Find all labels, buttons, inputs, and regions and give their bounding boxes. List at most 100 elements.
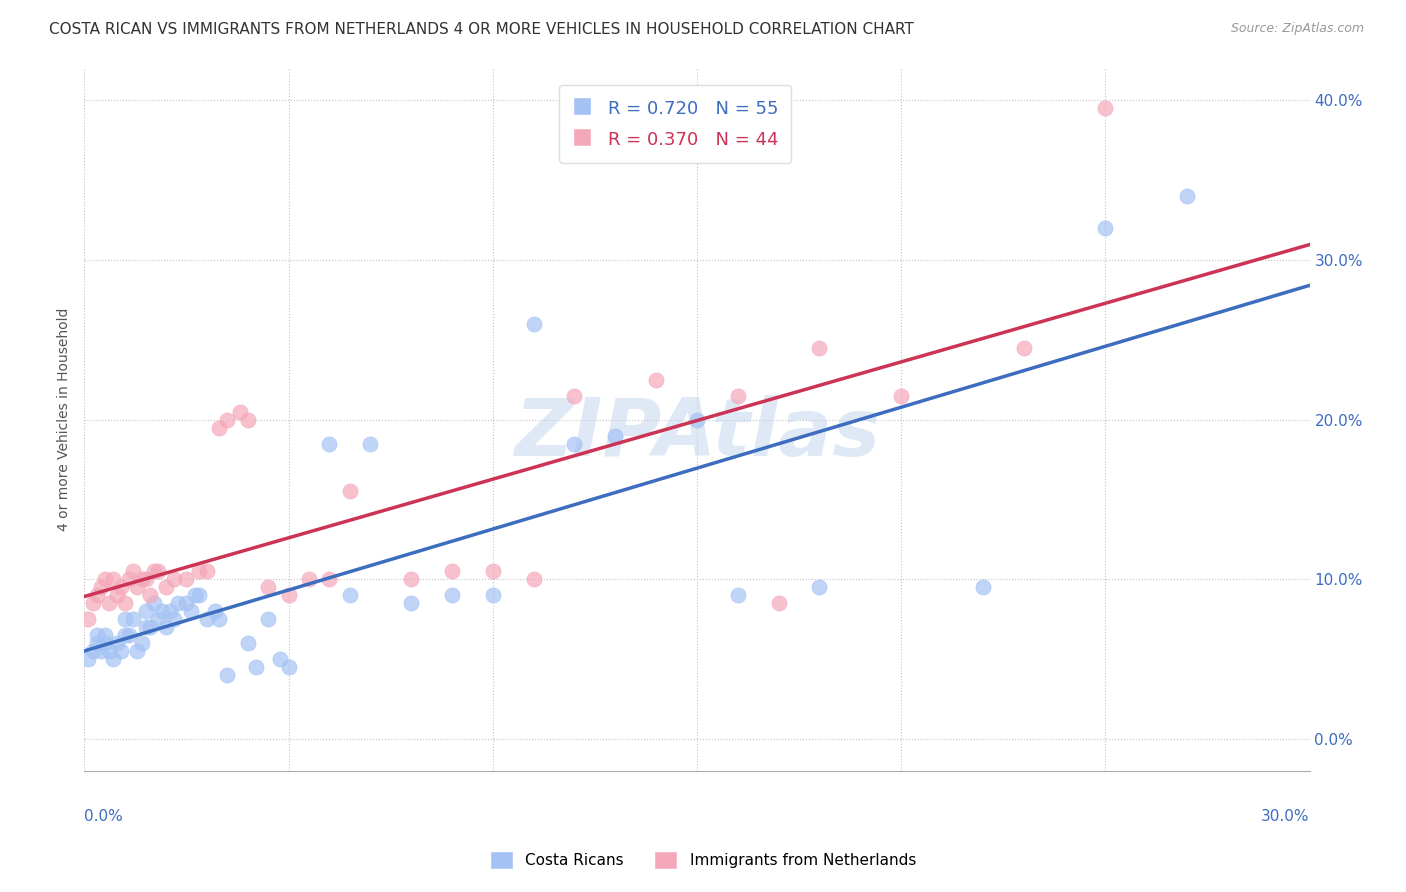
Point — [727, 389, 749, 403]
Point — [176, 572, 198, 586]
Y-axis label: 4 or more Vehicles in Household: 4 or more Vehicles in Household — [58, 308, 72, 532]
Point — [86, 636, 108, 650]
Point — [269, 652, 291, 666]
Point — [187, 564, 209, 578]
Point — [122, 564, 145, 578]
Point — [114, 596, 136, 610]
Text: COSTA RICAN VS IMMIGRANTS FROM NETHERLANDS 4 OR MORE VEHICLES IN HOUSEHOLD CORRE: COSTA RICAN VS IMMIGRANTS FROM NETHERLAN… — [49, 22, 914, 37]
Point — [564, 436, 586, 450]
Point — [155, 620, 177, 634]
Point — [808, 580, 831, 594]
Point — [318, 436, 340, 450]
Point — [890, 389, 912, 403]
Point — [82, 644, 104, 658]
Point — [808, 341, 831, 355]
Point — [195, 612, 218, 626]
Point — [135, 604, 157, 618]
Point — [101, 572, 124, 586]
Point — [90, 644, 112, 658]
Point — [135, 572, 157, 586]
Point — [97, 644, 120, 658]
Point — [77, 612, 100, 626]
Point — [118, 572, 141, 586]
Point — [122, 612, 145, 626]
Point — [236, 636, 259, 650]
Point — [135, 620, 157, 634]
Point — [298, 572, 321, 586]
Point — [359, 436, 381, 450]
Text: ZIPAtlas: ZIPAtlas — [513, 394, 880, 473]
Point — [176, 596, 198, 610]
Point — [208, 420, 231, 434]
Point — [163, 612, 186, 626]
Text: 0.0%: 0.0% — [84, 809, 124, 824]
Point — [257, 612, 280, 626]
Point — [118, 628, 141, 642]
Legend: R = 0.720   N = 55, R = 0.370   N = 44: R = 0.720 N = 55, R = 0.370 N = 44 — [560, 85, 790, 163]
Point — [481, 588, 503, 602]
Point — [131, 636, 153, 650]
Point — [138, 588, 160, 602]
Point — [86, 588, 108, 602]
Point — [277, 660, 299, 674]
Point — [1175, 189, 1198, 203]
Point — [94, 636, 117, 650]
Point — [114, 612, 136, 626]
Point — [217, 668, 239, 682]
Point — [236, 412, 259, 426]
Point — [339, 588, 361, 602]
Point — [86, 628, 108, 642]
Text: Source: ZipAtlas.com: Source: ZipAtlas.com — [1230, 22, 1364, 36]
Point — [187, 588, 209, 602]
Point — [523, 317, 546, 331]
Legend: Costa Ricans, Immigrants from Netherlands: Costa Ricans, Immigrants from Netherland… — [484, 845, 922, 875]
Point — [94, 628, 117, 642]
Point — [768, 596, 790, 610]
Point — [138, 620, 160, 634]
Point — [399, 596, 422, 610]
Point — [180, 604, 202, 618]
Point — [645, 373, 668, 387]
Point — [481, 564, 503, 578]
Point — [1012, 341, 1035, 355]
Point — [167, 596, 190, 610]
Point — [159, 604, 181, 618]
Point — [127, 580, 149, 594]
Point — [399, 572, 422, 586]
Point — [217, 412, 239, 426]
Point — [605, 428, 627, 442]
Point — [110, 644, 132, 658]
Point — [127, 644, 149, 658]
Point — [114, 628, 136, 642]
Point — [90, 580, 112, 594]
Point — [142, 596, 165, 610]
Point — [77, 652, 100, 666]
Point — [101, 652, 124, 666]
Point — [204, 604, 226, 618]
Point — [440, 588, 463, 602]
Point — [131, 572, 153, 586]
Point — [1094, 221, 1116, 235]
Point — [195, 564, 218, 578]
Point — [972, 580, 994, 594]
Point — [150, 604, 173, 618]
Point — [94, 572, 117, 586]
Point — [523, 572, 546, 586]
Point — [318, 572, 340, 586]
Point — [105, 588, 128, 602]
Point — [564, 389, 586, 403]
Point — [146, 612, 169, 626]
Point — [97, 596, 120, 610]
Text: 30.0%: 30.0% — [1261, 809, 1309, 824]
Point — [82, 596, 104, 610]
Point — [142, 564, 165, 578]
Point — [105, 636, 128, 650]
Point — [1094, 102, 1116, 116]
Point — [245, 660, 267, 674]
Point — [257, 580, 280, 594]
Point — [208, 612, 231, 626]
Point — [440, 564, 463, 578]
Point — [339, 484, 361, 499]
Point — [727, 588, 749, 602]
Point — [183, 588, 205, 602]
